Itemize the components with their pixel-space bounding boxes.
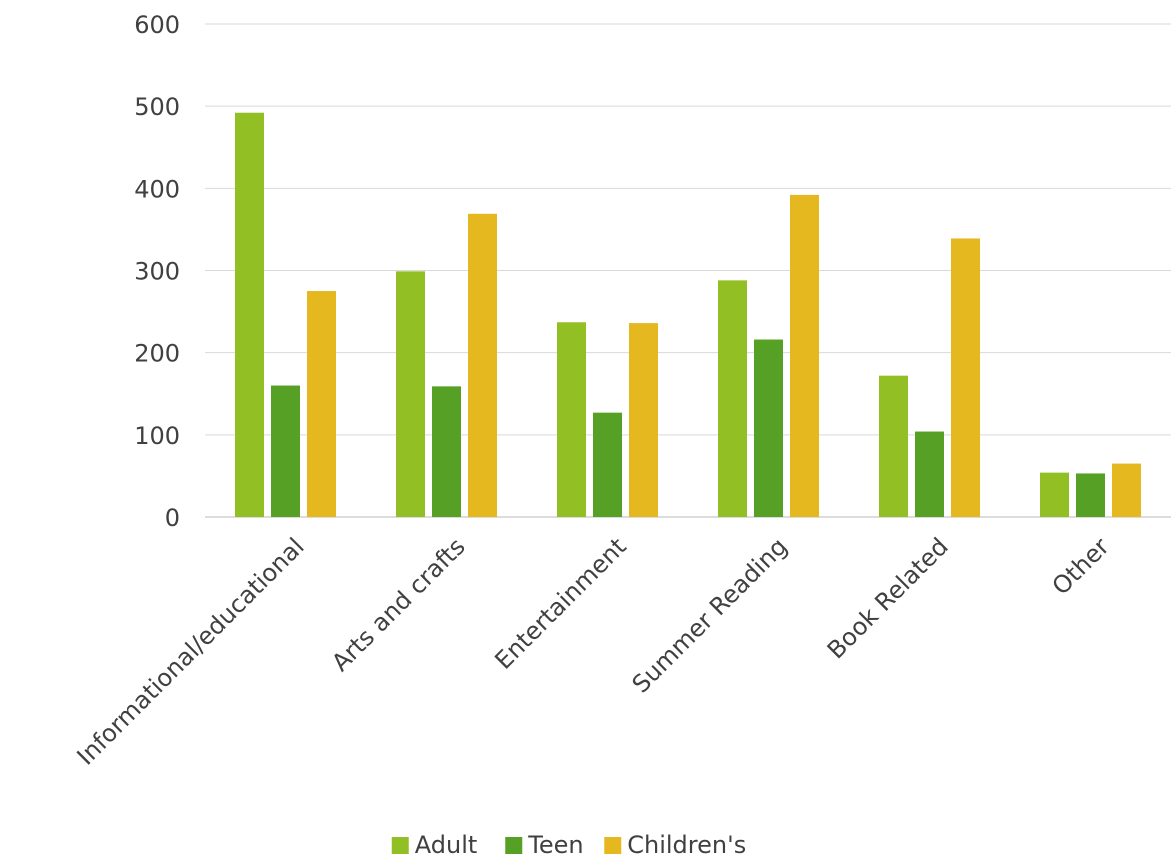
bar-adult-5 <box>1040 472 1069 517</box>
legend-swatch-2 <box>604 837 622 854</box>
bar-teen-4 <box>915 431 944 517</box>
legend-swatch-1 <box>505 837 523 854</box>
bar-adult-2 <box>557 322 586 517</box>
y-tick-label-0: 0 <box>165 504 180 532</box>
bar-childrens-1 <box>468 213 497 517</box>
x-category-label-4: Book Related <box>822 532 954 664</box>
bar-childrens-5 <box>1112 463 1141 517</box>
bar-adult-4 <box>879 375 908 517</box>
bar-adult-1 <box>396 271 425 517</box>
bar-teen-0 <box>271 385 300 517</box>
bar-adult-0 <box>235 112 264 518</box>
bar-teen-2 <box>593 412 622 517</box>
x-axis-category-labels: Informational/educational Arts and crafts… <box>72 532 1115 770</box>
x-category-label-1: Arts and crafts <box>326 532 470 676</box>
y-tick-label-200: 200 <box>134 340 180 368</box>
bar-childrens-3 <box>790 194 819 517</box>
gridlines <box>205 23 1171 518</box>
y-tick-label-600: 600 <box>134 11 180 39</box>
y-axis-tick-labels: 0 100 200 300 400 500 600 <box>134 11 180 532</box>
legend-swatch-0 <box>391 837 409 854</box>
legend-label-1: Teen <box>527 831 583 859</box>
legend: Adult Teen Children's <box>391 831 746 859</box>
bar-childrens-2 <box>629 323 658 517</box>
bars <box>235 112 1141 518</box>
y-tick-label-400: 400 <box>134 175 180 203</box>
bar-childrens-0 <box>307 291 336 517</box>
x-category-label-3: Summer Reading <box>627 532 793 698</box>
legend-label-0: Adult <box>415 831 478 859</box>
bar-teen-3 <box>754 339 783 517</box>
y-tick-label-100: 100 <box>134 422 180 450</box>
x-category-label-0: Informational/educational <box>72 532 310 770</box>
bar-teen-1 <box>432 386 461 517</box>
x-category-label-2: Entertainment <box>489 532 631 674</box>
bar-childrens-4 <box>951 238 980 517</box>
legend-label-2: Children's <box>627 831 746 859</box>
bar-teen-5 <box>1076 473 1105 517</box>
x-category-label-5: Other <box>1047 532 1115 600</box>
y-tick-label-500: 500 <box>134 93 180 121</box>
y-tick-label-300: 300 <box>134 258 180 286</box>
bar-adult-3 <box>718 280 747 517</box>
